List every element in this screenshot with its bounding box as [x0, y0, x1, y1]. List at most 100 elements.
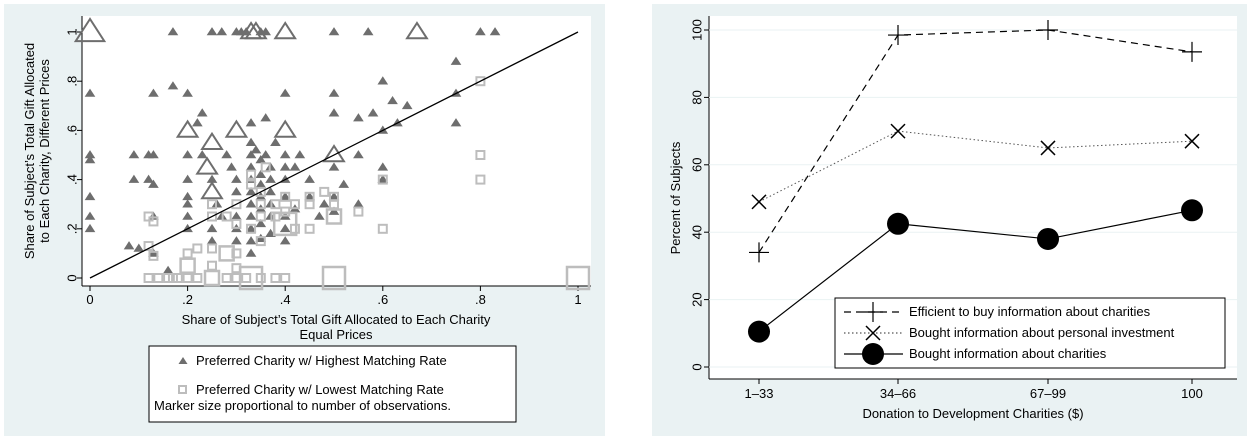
square-marker — [475, 174, 486, 185]
triangle-marker — [245, 223, 257, 233]
triangle-marker — [175, 119, 200, 138]
square-marker — [280, 191, 291, 202]
x-marker — [751, 194, 767, 210]
square-marker — [304, 199, 315, 210]
triangle-marker — [279, 162, 291, 171]
triangle-marker — [294, 150, 306, 159]
square-marker — [329, 199, 339, 210]
square-marker — [207, 199, 217, 210]
triangle-marker — [128, 174, 140, 183]
triangle-marker — [489, 27, 501, 36]
triangle-marker — [195, 156, 219, 175]
x-tick-label: 0 — [86, 292, 93, 307]
triangle-marker — [245, 236, 257, 245]
square-marker — [304, 223, 315, 234]
x-tick-label: .4 — [280, 292, 291, 307]
triangle-marker — [260, 150, 271, 159]
line-chart: 0 20 40 60 80 100 1–33 34–66 67–99 100 Donation to… — [668, 16, 1237, 421]
square-marker — [231, 218, 242, 229]
square-marker — [231, 199, 242, 210]
triangle-marker — [255, 218, 267, 228]
triangle-marker — [279, 150, 291, 159]
square-marker — [289, 199, 300, 210]
x-tick-label: .6 — [377, 292, 388, 307]
triangle-marker — [401, 100, 413, 110]
series-circle — [748, 199, 1203, 343]
triangle-marker — [279, 88, 291, 97]
x-tick-label: 67–99 — [1030, 386, 1066, 401]
triangle-marker — [270, 137, 281, 146]
y-tick-label: .4 — [64, 174, 79, 185]
circle-marker — [1037, 227, 1059, 250]
triangle-marker — [200, 131, 224, 150]
line-legend: Efficient to buy information about chari… — [834, 297, 1226, 369]
triangle-marker — [206, 27, 218, 36]
y-tick-label: .2 — [64, 223, 79, 234]
circle-marker — [862, 343, 884, 365]
triangle-marker — [84, 154, 96, 164]
triangle-marker — [377, 174, 389, 183]
x-marker — [1184, 133, 1200, 149]
x-tick-label: .2 — [182, 292, 193, 307]
square-marker — [192, 243, 203, 254]
square-marker — [231, 263, 242, 274]
triangle-marker — [143, 174, 154, 183]
triangle-marker — [123, 241, 135, 250]
circle-marker — [1181, 199, 1203, 222]
square-marker — [255, 199, 266, 210]
square-marker — [475, 76, 486, 87]
x-tick-label: .8 — [475, 292, 486, 307]
square-marker — [260, 162, 271, 173]
triangle-marker — [367, 108, 379, 117]
triangle-marker — [304, 174, 315, 183]
square-marker — [255, 236, 266, 247]
square-marker — [207, 243, 217, 254]
triangle-marker — [273, 21, 297, 40]
square-marker — [221, 211, 232, 222]
square-marker — [255, 186, 266, 197]
triangle-marker — [265, 186, 276, 196]
triangle-marker — [255, 169, 267, 178]
square-marker — [221, 273, 232, 283]
triangle-marker — [84, 191, 96, 201]
triangle-marker — [84, 88, 96, 97]
legend-label: Bought information about personal invest… — [909, 325, 1175, 340]
square-marker — [167, 273, 178, 283]
square-marker — [246, 179, 257, 190]
square-marker — [241, 273, 252, 283]
square-marker — [270, 273, 281, 283]
triangle-marker — [265, 174, 276, 183]
triangle-marker — [328, 27, 340, 36]
triangle-marker — [273, 119, 297, 138]
square-marker — [319, 186, 330, 197]
triangle-marker — [328, 108, 340, 117]
x-marker — [865, 325, 881, 341]
triangle-marker — [260, 113, 271, 122]
triangle-marker — [245, 211, 257, 220]
triangle-marker — [245, 186, 257, 196]
x-tick-label: 1 — [574, 292, 581, 307]
triangle-marker — [221, 150, 232, 159]
square-marker — [153, 273, 164, 283]
series-highest-matching-rate — [73, 17, 501, 274]
triangle-marker — [182, 88, 193, 97]
triangle-marker — [377, 162, 389, 171]
triangle-marker — [377, 76, 389, 85]
square-marker — [182, 273, 193, 283]
legend-square-marker — [178, 385, 187, 394]
triangle-marker — [196, 108, 208, 117]
scatter-legend: Preferred Charity w/ Highest Matching Ra… — [148, 345, 517, 423]
triangle-marker — [182, 211, 193, 220]
plus-marker — [1038, 20, 1058, 40]
circle-marker — [887, 212, 909, 235]
triangle-marker — [245, 199, 257, 208]
triangle-marker — [260, 27, 271, 36]
triangle-marker — [362, 27, 374, 36]
triangle-marker — [231, 236, 242, 245]
legend-note: Marker size proportional to number of ob… — [154, 398, 451, 413]
legend-label-highest: Preferred Charity w/ Highest Matching Ra… — [196, 353, 447, 368]
x-tick-label: 100 — [1181, 386, 1203, 401]
triangle-marker — [226, 162, 237, 171]
square-marker — [377, 223, 388, 234]
x-tick-label: 34–66 — [880, 386, 916, 401]
